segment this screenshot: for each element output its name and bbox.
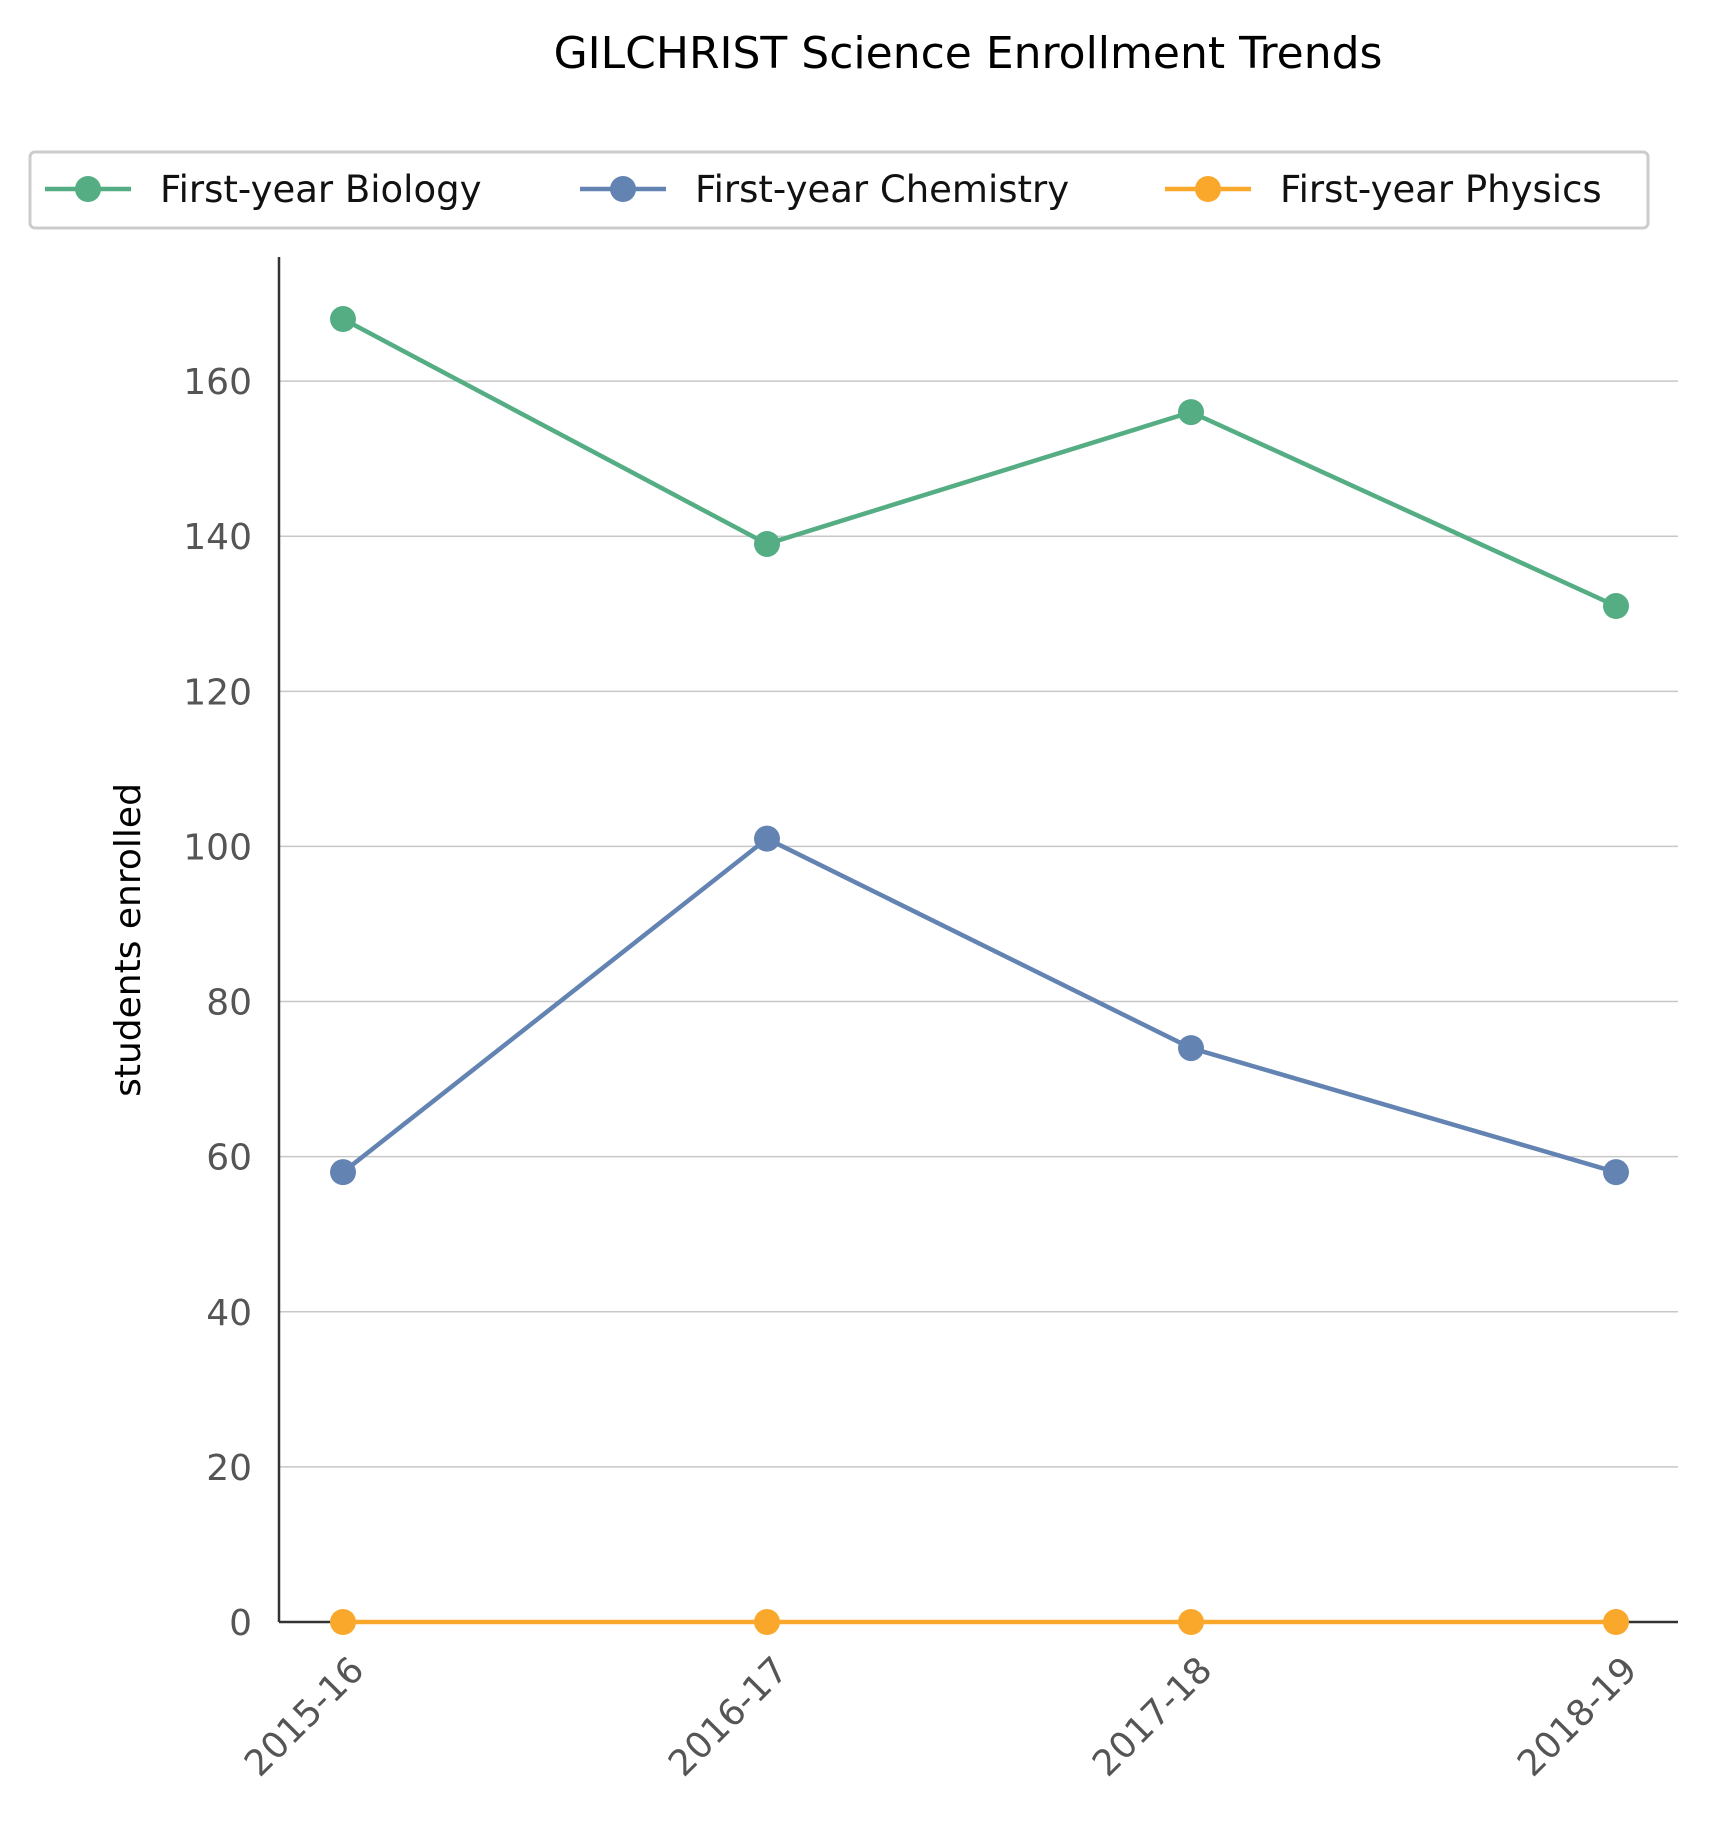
data-point [1178,1035,1204,1062]
y-tick-label: 100 [183,827,252,868]
y-tick-label: 20 [206,1448,252,1489]
y-tick-label: 140 [183,517,252,558]
legend-label: First-year Chemistry [695,168,1069,211]
data-point [754,825,780,852]
data-point [1178,1609,1204,1635]
y-axis-title: students enrolled [108,783,149,1097]
y-tick-label: 60 [206,1138,252,1179]
y-axis-ticks: 0 20 40 60 80 100 120 140 160 [183,362,252,1644]
legend: First-year Biology First-year Chemistry Fi… [28,150,1650,230]
data-point [1603,593,1629,620]
data-point [1603,1609,1629,1635]
legend-swatch-marker [75,176,101,202]
y-tick-label: 160 [183,362,252,403]
legend-swatch-marker [1195,176,1221,202]
x-tick-label: 2018-19 [1510,1649,1645,1784]
y-tick-label: 40 [206,1293,252,1334]
data-point [754,530,780,557]
x-axis-ticks: 2015-16 2016-17 2017-18 2018-19 [237,1622,1645,1785]
chart-title: GILCHRIST Science Enrollment Trends [554,28,1383,79]
legend-label: First-year Biology [160,168,481,211]
data-point [330,306,356,333]
series-line [341,836,1617,1175]
x-tick-label: 2017-18 [1085,1649,1220,1784]
y-tick-label: 0 [229,1603,252,1644]
series-layer [330,306,1629,1635]
data-point [1178,399,1204,426]
series-2 [330,825,1629,1186]
legend-label: First-year Physics [1280,168,1602,211]
x-tick-label: 2015-16 [237,1649,372,1784]
legend-box [28,150,1650,230]
y-tick-label: 120 [183,672,252,713]
series-3 [330,1609,1629,1635]
data-point [1603,1159,1629,1186]
y-tick-label: 80 [206,983,252,1024]
data-point [330,1159,356,1186]
data-point [754,1609,780,1635]
legend-item: First-year Biology [45,168,481,211]
series-line [341,317,1617,609]
data-point [330,1609,356,1635]
x-tick-label: 2016-17 [661,1649,796,1784]
legend-item: First-year Physics [1165,168,1602,211]
series-1 [330,306,1629,620]
legend-item: First-year Chemistry [580,168,1069,211]
grid-lines [279,380,1678,1468]
legend-swatch-marker [610,176,636,202]
